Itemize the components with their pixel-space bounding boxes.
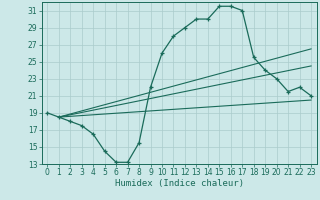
X-axis label: Humidex (Indice chaleur): Humidex (Indice chaleur) xyxy=(115,179,244,188)
